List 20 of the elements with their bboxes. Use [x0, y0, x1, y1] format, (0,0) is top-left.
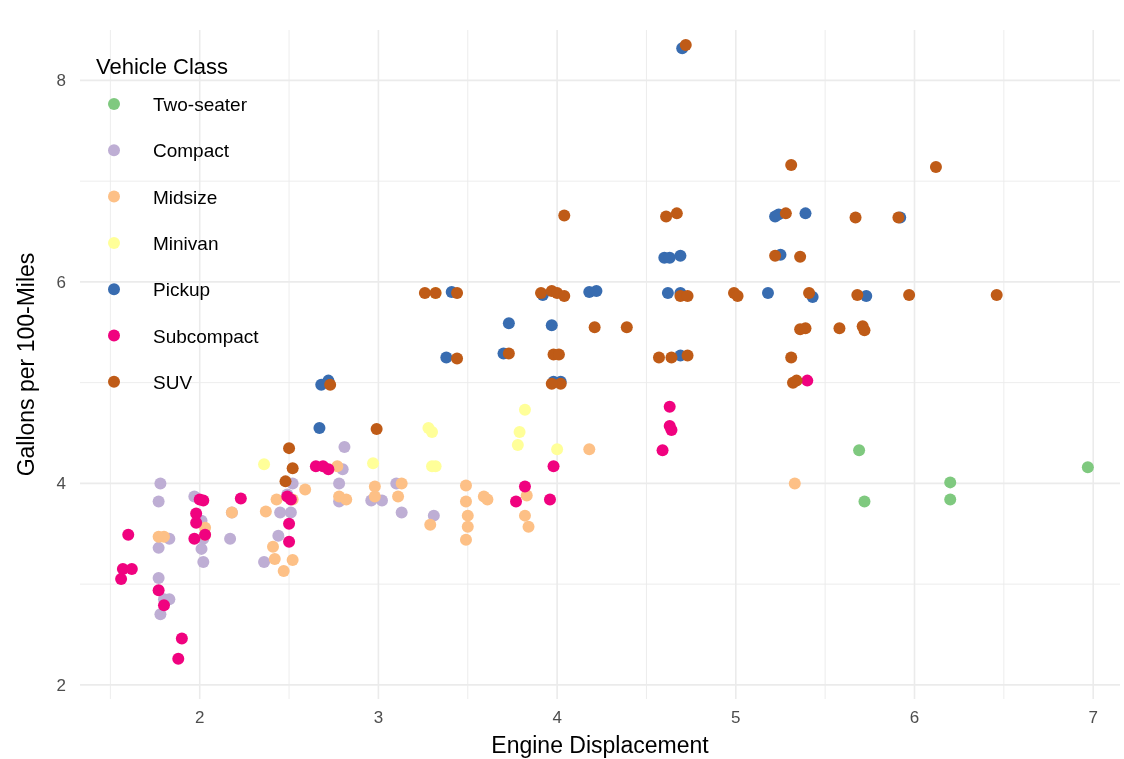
- x-tick-label: 4: [552, 708, 562, 727]
- x-tick-label: 2: [194, 708, 205, 727]
- legend-title: Vehicle Class: [96, 54, 229, 79]
- x-tick-label: 6: [909, 708, 920, 727]
- y-tick-label: 4: [56, 474, 66, 494]
- y-tick-label: 6: [56, 272, 66, 292]
- y-axis-title: Gallons per 100-Miles: [13, 252, 39, 477]
- x-tick-label: 7: [1088, 708, 1098, 727]
- legend-label: Midsize: [153, 186, 218, 208]
- legend-label: Subcompact: [153, 325, 260, 347]
- y-tick-label: 2: [56, 675, 66, 695]
- x-axis-title: Engine Displacement: [491, 732, 710, 758]
- legend-label: Two-seater: [153, 94, 248, 115]
- y-tick-label: 8: [56, 71, 66, 91]
- legend-label: SUV: [153, 371, 193, 393]
- legend-label: Minivan: [153, 232, 219, 254]
- legend-label: Compact: [153, 140, 230, 162]
- legend-label: Pickup: [153, 279, 211, 301]
- x-tick-label: 3: [373, 708, 384, 727]
- x-tick-label: 5: [731, 708, 741, 727]
